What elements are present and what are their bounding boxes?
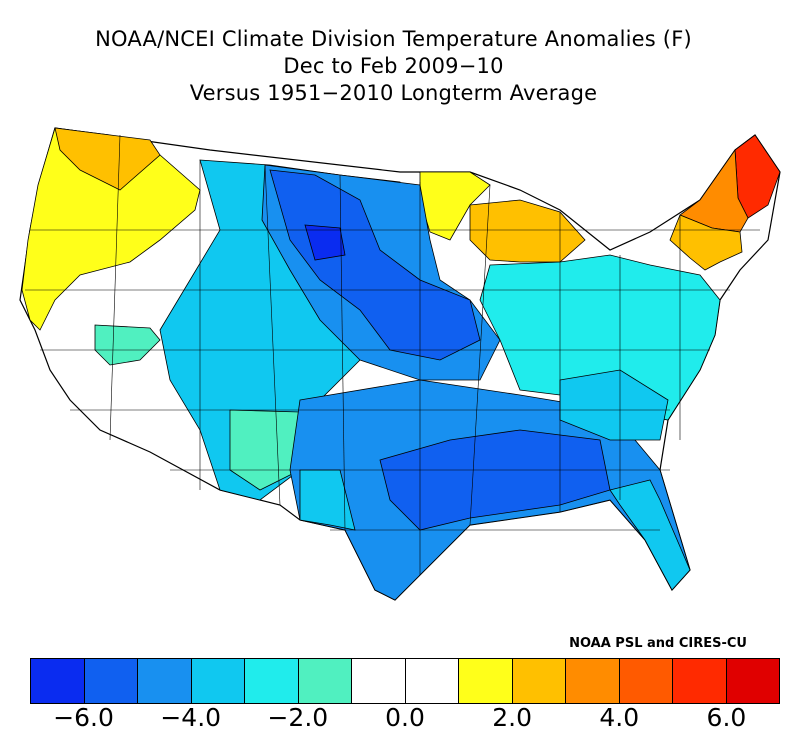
division-boundaries bbox=[25, 134, 760, 575]
us-climate-division-map bbox=[19, 127, 781, 601]
region-ohio-valley bbox=[479, 254, 721, 421]
legend-swatch bbox=[619, 659, 673, 703]
title-line-2: Dec to Feb 2009−10 bbox=[283, 54, 504, 78]
legend-swatch bbox=[673, 659, 727, 703]
region-central-dark bbox=[304, 224, 346, 261]
legend-tick-label: −4.0 bbox=[160, 703, 222, 732]
legend-tick-label: 2.0 bbox=[492, 703, 533, 732]
legend-tick-label: −2.0 bbox=[267, 703, 329, 732]
legend-swatch bbox=[726, 659, 779, 703]
title-line-1: NOAA/NCEI Climate Division Temperature A… bbox=[95, 27, 692, 51]
credit-label: NOAA PSL and CIRES-CU bbox=[569, 636, 747, 651]
legend-swatch bbox=[566, 659, 620, 703]
legend-tick-label: 0.0 bbox=[385, 703, 425, 732]
legend-swatch bbox=[31, 659, 85, 703]
region-pnw-interior bbox=[54, 127, 161, 191]
legend-swatch bbox=[138, 659, 192, 703]
legend-tick-label: −6.0 bbox=[53, 703, 114, 732]
legend-swatch bbox=[191, 659, 245, 703]
legend-swatch bbox=[352, 659, 406, 703]
legend-swatch bbox=[245, 659, 299, 703]
legend-swatch bbox=[512, 659, 566, 703]
legend-swatch bbox=[84, 659, 138, 703]
legend-swatch bbox=[298, 659, 352, 703]
region-deep-south bbox=[379, 429, 611, 531]
region-central-plains-core bbox=[269, 169, 481, 361]
title-line-3: Versus 1951−2010 Longterm Average bbox=[189, 81, 598, 105]
map-title: NOAA/NCEI Climate Division Temperature A… bbox=[0, 26, 787, 107]
legend-swatch bbox=[459, 659, 513, 703]
color-legend-bar bbox=[30, 658, 780, 704]
region-florida bbox=[609, 479, 691, 591]
legend-tick-label: 6.0 bbox=[706, 703, 747, 732]
legend-tick-label: 4.0 bbox=[599, 703, 640, 732]
region-southern-new-england bbox=[669, 214, 743, 271]
legend-swatch bbox=[405, 659, 459, 703]
